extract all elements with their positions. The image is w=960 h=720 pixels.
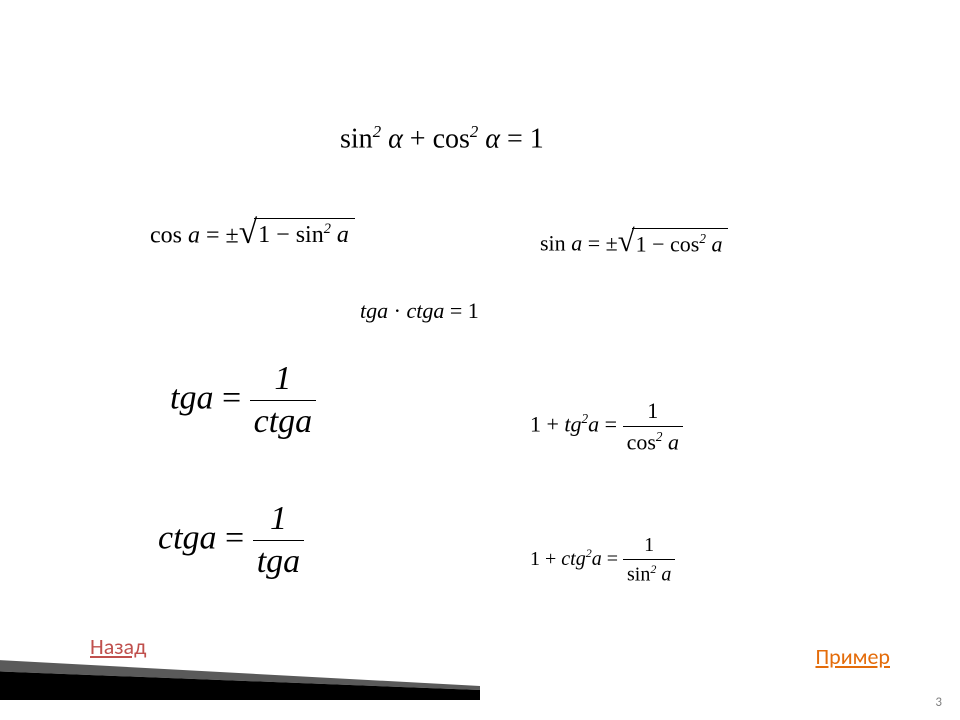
formula-sin-from-cos: sin a = ±√1 − cos2 a <box>540 228 728 263</box>
page-number: 3 <box>935 695 942 710</box>
equals: = <box>217 519 253 556</box>
fraction: 1 sin2 a <box>623 534 675 587</box>
ctga: ctga <box>406 298 444 323</box>
equals: = <box>582 231 605 256</box>
sqrt: √1 − sin2 a <box>239 218 355 256</box>
sqrt: √1 − cos2 a <box>618 228 729 263</box>
exp-2: 2 <box>470 122 478 141</box>
tga: tga <box>170 379 213 416</box>
formula-ctg-reciprocal: ctga = 1 tga <box>158 500 304 581</box>
denominator: tga <box>253 540 304 581</box>
exp-2: 2 <box>373 122 381 141</box>
radical-icon: √ <box>239 214 257 252</box>
eq-1: = 1 <box>500 123 544 154</box>
numerator: 1 <box>250 360 317 400</box>
formula-tg-ctg-product: tga · ctga = 1 <box>360 298 479 324</box>
ctga: ctga <box>158 519 217 556</box>
denominator: ctga <box>250 400 317 441</box>
numerator: 1 <box>623 398 683 426</box>
var-a: a <box>706 231 723 256</box>
sin-text: sin <box>540 231 566 256</box>
plus-minus: ± <box>226 223 239 249</box>
decorative-swoosh-icon <box>0 640 480 700</box>
denominator: sin2 a <box>623 559 675 587</box>
var-a: a <box>588 412 599 437</box>
dot: · <box>388 298 406 323</box>
cos-text: cos <box>670 231 699 256</box>
example-link[interactable]: Пример <box>815 643 890 670</box>
fraction: 1 ctga <box>250 360 317 441</box>
alpha: α <box>388 123 403 154</box>
eq-1: = 1 <box>444 298 478 323</box>
numerator: 1 <box>253 500 304 540</box>
formula-cos-from-sin: cos a = ±√1 − sin2 a <box>150 218 355 256</box>
fraction: 1 tga <box>253 500 304 581</box>
formula-1-plus-tg2: 1 + tg2a = 1 cos2 a <box>530 398 683 455</box>
equals: = <box>602 548 623 570</box>
sin-text: sin <box>296 222 324 248</box>
tg: tg <box>564 412 581 437</box>
exp-2: 2 <box>324 221 331 237</box>
cos-text: cos <box>433 123 470 154</box>
one-plus: 1 + <box>530 412 564 437</box>
fraction: 1 cos2 a <box>623 398 683 455</box>
var-a: a <box>182 223 200 249</box>
back-link[interactable]: Назад <box>90 633 146 660</box>
formula-tg-reciprocal: tga = 1 ctga <box>170 360 316 441</box>
tga: tga <box>360 298 388 323</box>
equals: = <box>213 379 249 416</box>
equals: = <box>200 223 226 249</box>
var-a: a <box>331 222 349 248</box>
var-a: a <box>592 548 602 570</box>
plus-minus: ± <box>606 231 618 256</box>
formula-pythagorean: sin2 α + cos2 α = 1 <box>340 122 544 155</box>
plus: + <box>403 123 433 154</box>
var-a: a <box>566 231 583 256</box>
ctg: ctg <box>561 548 585 570</box>
exp-2: 2 <box>586 546 592 560</box>
one-minus: 1 − <box>258 222 296 248</box>
sin-text: sin <box>340 123 373 154</box>
one-plus: 1 + <box>530 548 561 570</box>
exp-2: 2 <box>699 231 706 246</box>
equals: = <box>599 412 622 437</box>
alpha: α <box>485 123 500 154</box>
cos-text: cos <box>150 223 182 249</box>
denominator: cos2 a <box>623 426 683 455</box>
numerator: 1 <box>623 534 675 559</box>
one-minus: 1 − <box>636 231 670 256</box>
formula-1-plus-ctg2: 1 + ctg2a = 1 sin2 a <box>530 534 675 587</box>
radical-icon: √ <box>618 224 635 259</box>
exp-2: 2 <box>582 411 589 426</box>
